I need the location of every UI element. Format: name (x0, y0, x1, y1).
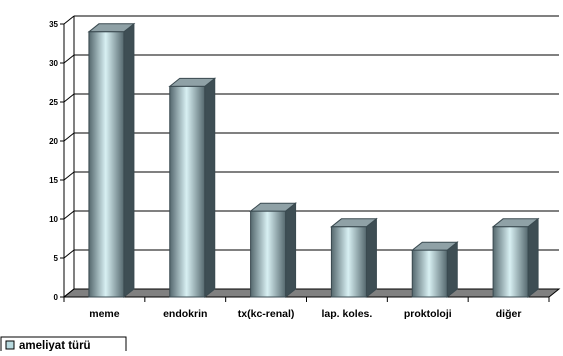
category-label: tx(kc-renal) (238, 308, 295, 320)
grid-depth-line (63, 15, 75, 25)
bar-side (204, 77, 216, 299)
bar-front (492, 226, 529, 298)
bar (491, 217, 540, 299)
y-tick-label: 0 (54, 293, 59, 302)
bar-front (411, 249, 448, 298)
grid-depth-line (63, 54, 75, 64)
y-tick-label: 25 (49, 98, 58, 107)
y-tick-label: 20 (49, 137, 58, 146)
category-label: lap. koles. (322, 308, 373, 320)
y-tick-label: 10 (49, 215, 58, 224)
grid-depth-line (63, 93, 75, 103)
legend-label: ameliyat türü (19, 340, 91, 351)
category-label: meme (89, 308, 120, 320)
grid-depth-line (63, 132, 75, 142)
bar-front (169, 85, 206, 298)
grid-depth-line (63, 249, 75, 259)
grid-depth-line (63, 288, 75, 298)
y-tick-label: 35 (49, 20, 58, 29)
grid-depth-line (63, 171, 75, 181)
legend: ameliyat türü (0, 336, 127, 353)
category-label: diğer (496, 308, 522, 320)
bar (249, 202, 298, 299)
bar (410, 241, 459, 299)
bar-front (330, 226, 367, 298)
bar-side (285, 202, 297, 299)
chart-floor (62, 288, 561, 298)
bar-front (250, 210, 287, 298)
category-label: proktoloji (404, 308, 452, 320)
y-tick-label: 15 (49, 176, 58, 185)
grid-depth-line (63, 210, 75, 220)
bar-front (88, 31, 125, 298)
bar-side (446, 241, 458, 299)
bar-side (365, 217, 377, 299)
bar-side (527, 217, 539, 299)
bar (168, 77, 217, 299)
legend-swatch (5, 340, 15, 350)
y-tick-label: 5 (54, 254, 59, 263)
bar (329, 217, 378, 299)
category-label: endokrin (163, 308, 207, 320)
bar-side (123, 22, 135, 299)
y-tick-label: 30 (49, 59, 58, 68)
bar (87, 22, 136, 299)
